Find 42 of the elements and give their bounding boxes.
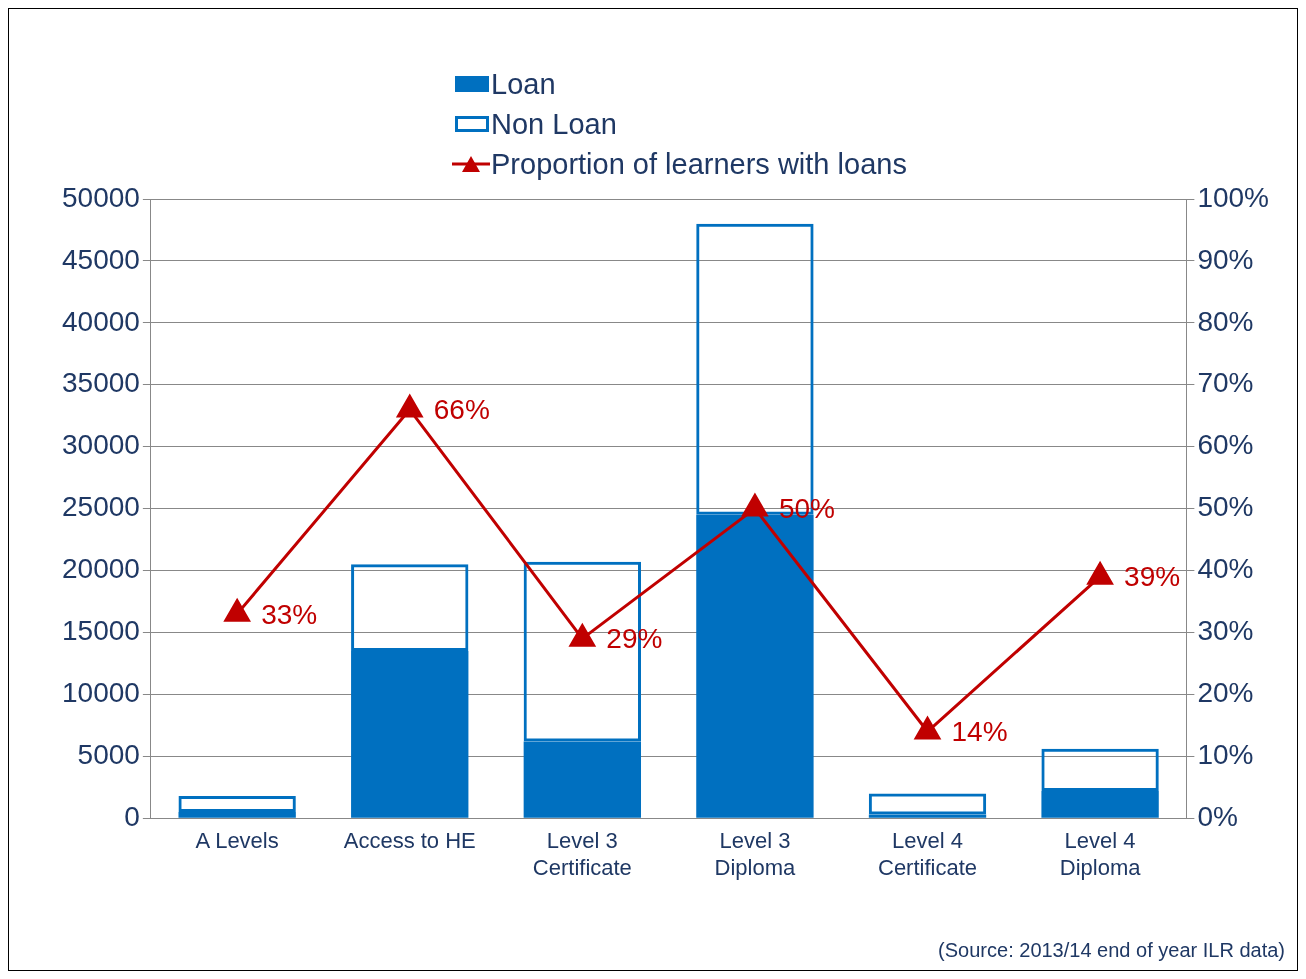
x-tick-label: Level 4 Certificate	[877, 828, 978, 880]
y-tick-label: 25000	[61, 491, 140, 523]
x-tick-label: A Levels	[195, 828, 279, 854]
y2-tick-label: 80%	[1197, 305, 1254, 337]
y-tick-label: 5000	[77, 739, 140, 770]
point	[914, 717, 941, 740]
y2-tick-label: 100%	[1197, 181, 1270, 213]
y-tick-label: 40000	[61, 305, 140, 337]
y2-tick-label: 30%	[1197, 615, 1254, 647]
y-tick-label: 0	[124, 800, 140, 832]
y2-tick-label: 10%	[1197, 739, 1254, 770]
x-tick-label: Level 4 Diploma	[1059, 828, 1142, 880]
point	[1087, 562, 1113, 585]
y2-tick-label: 20%	[1197, 677, 1254, 709]
point	[224, 599, 250, 622]
y2-tick-label: 50%	[1197, 491, 1254, 523]
legend-label: Proportion of learners with loans	[491, 147, 907, 181]
y-tick-label: 50000	[61, 181, 140, 213]
y-tick-label: 10000	[61, 677, 140, 709]
legend-label: Loan	[491, 67, 556, 101]
y2-tick-label: 0%	[1197, 800, 1238, 832]
data-label: 14%	[951, 716, 1008, 748]
point	[569, 624, 596, 647]
legend-label: Non Loan	[491, 107, 617, 141]
y2-tick-label: 60%	[1197, 429, 1254, 461]
data-label: 39%	[1124, 561, 1181, 593]
x-tick-label: Access to HE	[343, 828, 476, 854]
y2-tick-label: 40%	[1197, 553, 1254, 585]
y-tick-label: 35000	[61, 367, 140, 399]
text: (Source: 2013/14 end of year ILR data)	[938, 939, 1285, 962]
point	[396, 395, 423, 418]
x-tick-label: Level 3 Diploma	[714, 828, 797, 880]
y2-tick-label: 90%	[1197, 243, 1254, 275]
data-label: 33%	[261, 598, 318, 630]
point	[742, 494, 768, 517]
y2-tick-label: 70%	[1197, 367, 1254, 399]
data-label: 66%	[433, 394, 490, 426]
x-tick-label: Level 3 Certificate	[532, 828, 632, 880]
y-tick-label: 45000	[61, 243, 140, 275]
y-tick-label: 15000	[61, 615, 140, 647]
y-tick-label: 30000	[61, 429, 140, 461]
y-tick-label: 20000	[61, 553, 140, 585]
